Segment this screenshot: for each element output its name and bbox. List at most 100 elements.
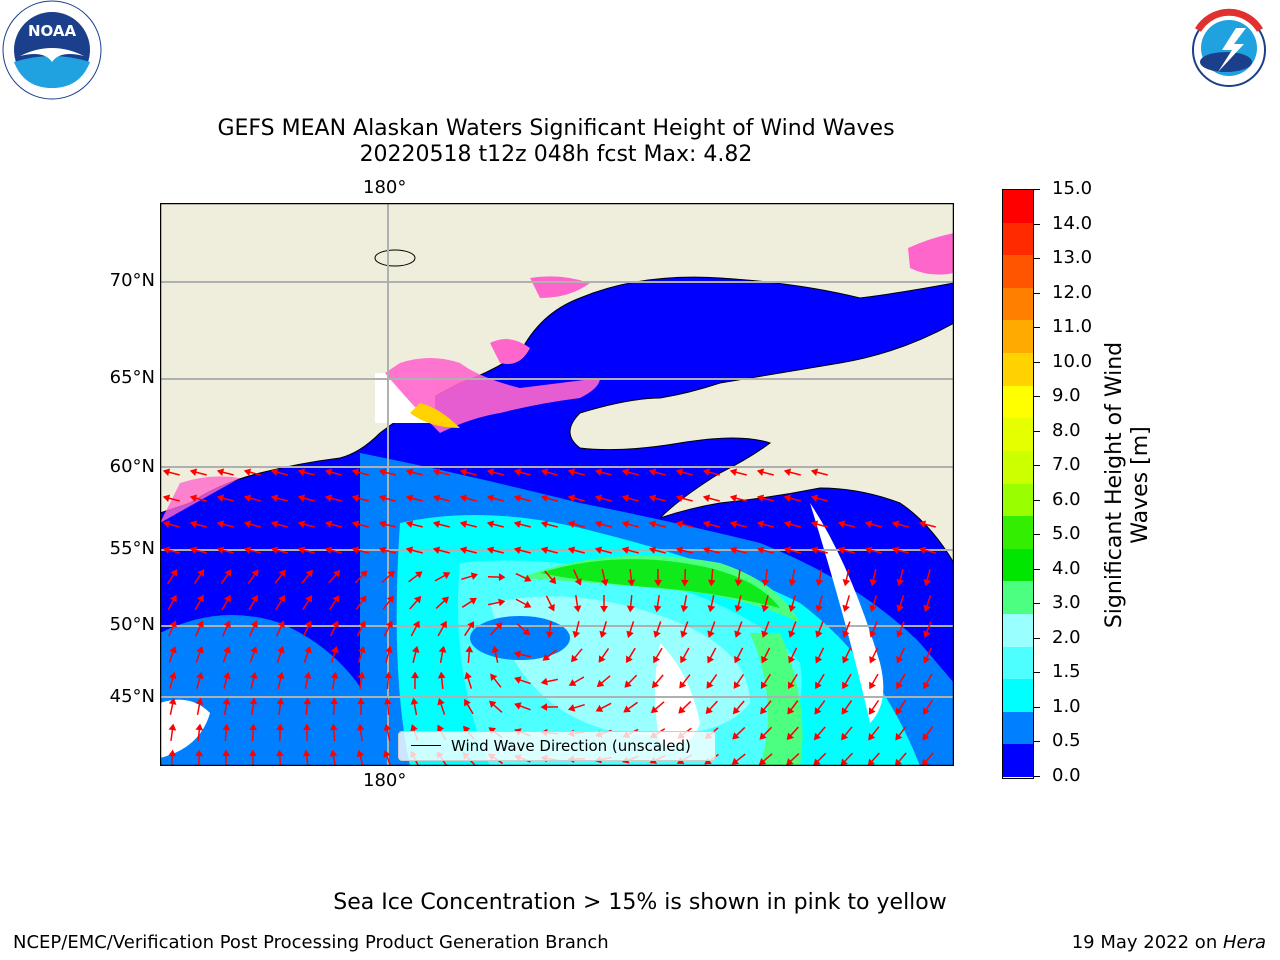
wave-arrow-head — [810, 520, 819, 529]
wave-arrow-head — [918, 546, 927, 555]
wave-arrow-head — [276, 671, 285, 679]
colorbar-tick-mark — [1034, 223, 1040, 225]
wave-arrow-head — [895, 733, 903, 741]
wave-arrow-head — [837, 520, 846, 529]
wave-arrow-head — [868, 707, 876, 715]
wave-arrow-head — [707, 579, 716, 587]
wave-arrow-head — [653, 630, 661, 638]
wave-arrow-head — [465, 645, 474, 653]
wave-arrow-head — [702, 494, 711, 503]
wave-arrow-head — [540, 703, 548, 711]
wave-arrow-head — [600, 605, 608, 613]
wave-arrow-head — [324, 468, 333, 477]
wave-arrow-head — [922, 707, 930, 715]
wave-arrow-head — [594, 520, 603, 529]
colorbar-tick-mark — [1034, 637, 1040, 639]
wave-arrow-head — [304, 646, 312, 654]
wave-arrow-head — [761, 579, 770, 587]
wave-arrow-head — [650, 705, 659, 714]
wave-arrow-head — [378, 520, 387, 529]
colorbar-tick-label: 3.0 — [1052, 592, 1081, 614]
wave-arrow-head — [358, 620, 366, 629]
wave-arrow-head — [626, 630, 634, 638]
colorbar-swatch — [1003, 711, 1033, 745]
wave-arrow-head — [896, 681, 903, 690]
wave-arrow-head — [761, 630, 769, 638]
wave-arrow-head — [297, 494, 306, 503]
wave-arrow-head — [351, 494, 360, 503]
wave-arrow-head — [783, 468, 792, 477]
noaa-logo: NOAA — [0, 0, 104, 100]
wave-arrow-head — [330, 697, 339, 705]
wave-arrow-head — [197, 594, 204, 603]
colorbar-swatch — [1003, 516, 1033, 550]
wave-arrow-head — [761, 604, 770, 613]
wave-arrow-head — [169, 594, 177, 603]
footer-host: Hera — [1222, 932, 1266, 953]
wave-arrow-head — [437, 724, 445, 733]
sea-ice-note: Sea Ice Concentration > 15% is shown in … — [333, 890, 947, 915]
wave-arrow-head — [432, 494, 441, 503]
colorbar-tick-label: 12.0 — [1052, 281, 1093, 303]
lat-label-45: 45°N — [109, 686, 155, 707]
wave-arrow-head — [896, 630, 904, 638]
wave-arrow-head — [486, 546, 495, 555]
wave-arrow-head — [540, 494, 549, 503]
map-panel: Wind Wave Direction (unscaled) — [160, 203, 954, 766]
wave-arrow-head — [383, 697, 392, 705]
wave-arrow-head — [414, 595, 422, 604]
wave-arrow-head — [734, 579, 743, 587]
wave-arrow-head — [733, 681, 741, 689]
wave-arrow-head — [869, 681, 876, 690]
wave-arrow-head — [842, 655, 850, 664]
wave-arrow-head — [815, 579, 824, 587]
colorbar-tick-label: 2.0 — [1052, 626, 1081, 648]
wave-arrow-head — [351, 520, 360, 529]
footer-date: 19 May 2022 on — [1071, 932, 1223, 953]
wave-arrow-head — [568, 679, 577, 686]
wave-arrow-head — [648, 494, 657, 503]
wave-arrow-head — [815, 655, 823, 664]
colorbar-swatch — [1003, 613, 1033, 648]
wave-arrow-head — [514, 676, 522, 684]
wave-arrow-head — [486, 468, 495, 477]
wave-arrow-head — [162, 546, 171, 555]
wave-arrow-head — [498, 573, 506, 581]
colorbar-label: Significant Height of Wind Waves [m] — [1102, 341, 1153, 629]
colorbar-tick-label: 11.0 — [1052, 316, 1093, 338]
land-wrangel — [374, 249, 416, 267]
wave-arrow-head — [297, 520, 306, 529]
wave-arrow-head — [756, 468, 765, 477]
colorbar-tick-label: 14.0 — [1052, 212, 1093, 234]
wave-arrow-head — [270, 546, 279, 555]
wave-arrow-head — [675, 468, 684, 477]
wave-arrow-head — [297, 546, 306, 555]
wave-arrow-head — [514, 702, 522, 710]
wave-arrow-head — [648, 520, 657, 529]
wave-arrow-head — [815, 681, 822, 690]
wave-arrow-head — [196, 620, 204, 628]
wave-arrow-head — [168, 749, 177, 757]
noaa-logo-text: NOAA — [28, 22, 77, 40]
wave-arrow-head — [333, 569, 341, 578]
wave-arrow-head — [196, 646, 204, 654]
wave-arrow-head — [270, 468, 279, 477]
wave-arrow-head — [168, 697, 177, 705]
wave-arrow-head — [654, 579, 662, 587]
wave-arrow-head — [707, 630, 715, 638]
wave-arrow-head — [411, 645, 420, 654]
wave-arrow-head — [841, 707, 849, 715]
wave-arrow-head — [761, 655, 769, 664]
wave-arrow-head — [896, 604, 904, 613]
wave-arrow-head — [275, 749, 284, 757]
wave-arrow-head — [573, 605, 582, 613]
wave-arrow-head — [702, 468, 711, 477]
wave-arrow-head — [567, 704, 576, 712]
wave-arrow-head — [249, 697, 258, 705]
wave-arrow-head — [250, 646, 258, 654]
wave-arrow-head — [385, 620, 393, 629]
legend-label: Wind Wave Direction (unscaled) — [451, 737, 691, 755]
colorbar-tick-label: 1.0 — [1052, 695, 1081, 717]
wave-arrow-head — [438, 645, 447, 653]
wave-arrow-head — [513, 650, 521, 659]
